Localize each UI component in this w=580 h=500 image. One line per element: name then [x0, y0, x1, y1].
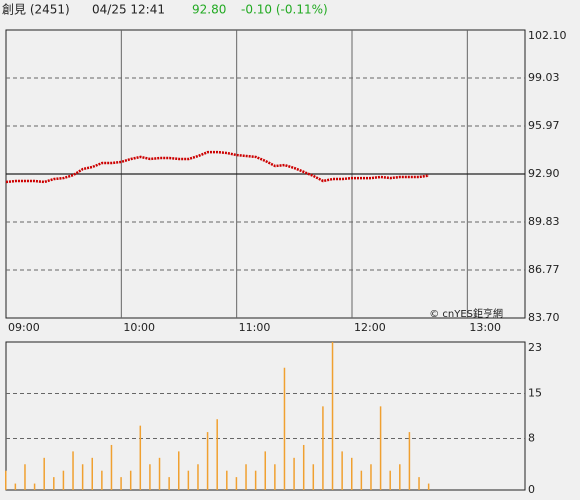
volume-bar [370, 464, 372, 490]
volume-bar [216, 419, 218, 490]
volume-bar [245, 464, 247, 490]
volume-bar [389, 470, 391, 490]
volume-bar [110, 444, 113, 490]
x-tick-label: 13:00 [469, 321, 501, 334]
volume-bar [331, 342, 334, 490]
volume-bar [312, 464, 315, 490]
y-tick-label: 15 [528, 386, 542, 399]
volume-bar [178, 451, 180, 490]
volume-bar [427, 483, 430, 490]
volume-bar [149, 464, 151, 490]
volume-bar [379, 406, 382, 490]
volume-bar [274, 464, 276, 490]
y-tick-label: 89.83 [528, 215, 560, 228]
volume-bar [322, 406, 324, 490]
volume-bar [197, 464, 199, 490]
volume-bar [254, 470, 257, 490]
volume-bar [341, 451, 343, 490]
volume-bar [235, 477, 238, 490]
y-tick-label: 102.10 [528, 29, 567, 42]
price-line [5, 150, 430, 184]
volume-bar [302, 444, 305, 490]
volume-bar [168, 477, 170, 490]
volume-bar [283, 367, 286, 490]
y-tick-label: 92.90 [528, 167, 560, 180]
change: -0.10 (-0.11%) [241, 3, 328, 17]
x-tick-label: 10:00 [123, 321, 155, 334]
volume-bar [53, 477, 55, 490]
volume-bar [360, 470, 363, 490]
volume-bar [187, 470, 190, 490]
volume-bar [81, 464, 84, 490]
volume-bar [158, 457, 161, 490]
volume-bar [24, 464, 26, 490]
watermark: © cnYES鉅亨網 [429, 307, 503, 320]
volume-bar [62, 470, 65, 490]
y-tick-label: 8 [528, 432, 535, 445]
volume-bar [226, 470, 228, 490]
volume-bar [72, 451, 74, 490]
volume-bar [399, 464, 401, 490]
y-tick-label: 0 [528, 483, 535, 496]
volume-bar [408, 432, 411, 490]
x-tick-label: 11:00 [239, 321, 271, 334]
volume-bar [418, 477, 420, 490]
x-tick-label: 12:00 [354, 321, 386, 334]
y-tick-label: 83.70 [528, 311, 560, 324]
volume-bar [91, 457, 93, 490]
stock-name: 創見 (2451) [2, 3, 70, 17]
volume-bar [101, 470, 103, 490]
volume-bar [5, 470, 7, 490]
y-tick-label: 95.97 [528, 119, 560, 132]
volume-bar [33, 483, 36, 490]
volume-bar [14, 483, 17, 490]
quote-time: 04/25 12:41 [92, 3, 165, 17]
volume-bar [139, 425, 142, 490]
price: 92.80 [192, 3, 226, 17]
volume-bar [293, 457, 295, 490]
y-tick-label: 23 [528, 341, 542, 354]
volume-bar [129, 470, 132, 490]
y-tick-label: 86.77 [528, 263, 560, 276]
volume-bar [43, 457, 45, 490]
volume-bar [206, 432, 209, 490]
volume-bar [264, 451, 266, 490]
x-tick-label: 09:00 [8, 321, 40, 334]
volume-bar [120, 477, 122, 490]
volume-bar [351, 457, 353, 490]
y-tick-label: 99.03 [528, 71, 560, 84]
